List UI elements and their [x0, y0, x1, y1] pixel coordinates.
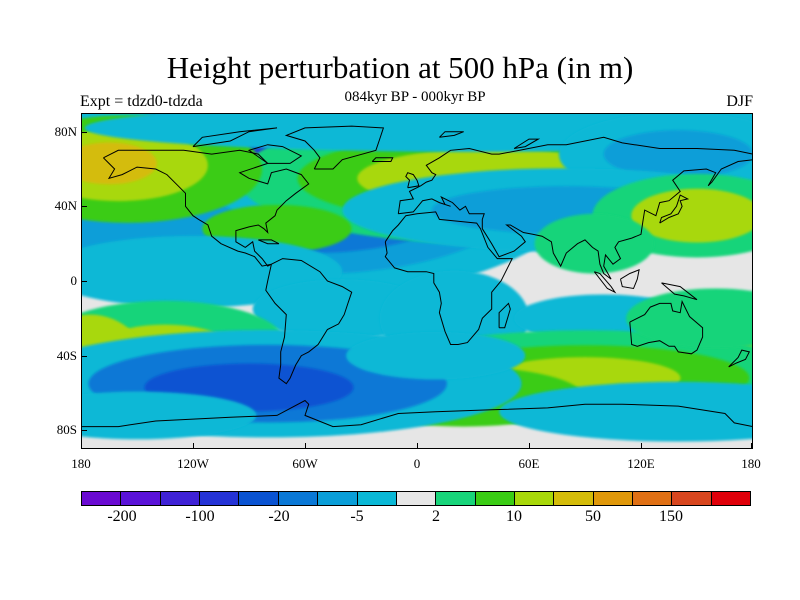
- longitude-tick-mark: [529, 443, 530, 449]
- colorbar-box: [633, 492, 673, 505]
- colorbar-tick-label: 2: [432, 508, 440, 525]
- coastline: [498, 302, 511, 329]
- contour-fields: [81, 113, 753, 442]
- colorbar-tick-label: -200: [107, 508, 137, 525]
- coastline: [439, 131, 464, 138]
- colorbar-box: [711, 492, 751, 505]
- colorbar-box: [318, 492, 358, 505]
- colorbar-box: [239, 492, 279, 505]
- contour-blob: [534, 213, 655, 274]
- contour-blob: [81, 391, 257, 440]
- colorbar-box: [160, 492, 201, 505]
- coastline: [659, 194, 690, 224]
- plot-subtitle: 084kyr BP - 000kyr BP: [344, 89, 486, 105]
- colorbar-box: [396, 492, 437, 505]
- longitude-tick-label: 0: [413, 456, 421, 471]
- longitude-tick-label: 120W: [177, 456, 209, 471]
- latitude-tick-label: 40S: [56, 347, 77, 363]
- latitude-tick-label: 80S: [56, 422, 77, 438]
- colorbar: [81, 491, 751, 506]
- season-label: DJF: [726, 93, 753, 110]
- contour-map: [81, 113, 753, 449]
- colorbar-box: [200, 492, 240, 505]
- latitude-tick-mark: [81, 206, 87, 208]
- coastlines: [81, 125, 753, 428]
- latitude-tick-label: 40N: [54, 198, 77, 214]
- colorbar-box: [514, 492, 555, 505]
- longitude-tick-mark: [193, 443, 194, 449]
- coastline: [620, 268, 640, 290]
- coastline: [397, 136, 753, 280]
- contour-blob: [81, 142, 157, 185]
- coastline: [661, 282, 698, 301]
- contour-blob: [346, 331, 526, 380]
- colorbar-box: [554, 492, 594, 505]
- coastline: [629, 299, 704, 355]
- coastline: [371, 157, 394, 162]
- latitude-tick-label: 80N: [54, 123, 77, 139]
- coastline: [81, 399, 753, 428]
- longitude-tick-mark: [305, 443, 306, 449]
- colorbar-box: [278, 492, 319, 505]
- colorbar-tick-label: -20: [268, 508, 290, 525]
- coastline: [384, 211, 514, 345]
- latitude-tick-mark: [81, 131, 87, 133]
- longitude-tick-mark: [81, 443, 82, 449]
- coastline: [258, 239, 280, 245]
- coastline: [192, 127, 278, 148]
- colorbar-box: [121, 492, 161, 505]
- plot-title: Height perturbation at 500 hPa (in m): [166, 50, 634, 85]
- colorbar-tick-label: 50: [585, 508, 601, 525]
- coastline: [728, 349, 751, 368]
- colorbar-box: [672, 492, 712, 505]
- longitude-tick-label: 60W: [292, 456, 318, 471]
- longitude-tick-label: 180: [741, 456, 761, 471]
- colorbar-box: [436, 492, 476, 505]
- latitude-tick-mark: [81, 281, 87, 282]
- longitude-tick-mark: [641, 443, 642, 449]
- coastline: [284, 125, 385, 170]
- contour-blob: [626, 288, 753, 349]
- latitude-tick-mark: [81, 430, 87, 432]
- contour-map-svg: [81, 113, 753, 442]
- coastline: [247, 144, 303, 164]
- colorbar-box: [82, 492, 122, 505]
- colorbar-tick-label: 10: [506, 508, 522, 525]
- colorbar-box: [357, 492, 397, 505]
- colorbar-tick-label: -100: [185, 508, 215, 525]
- colorbar-tick-label: -5: [350, 508, 364, 525]
- contour-blob: [603, 130, 753, 178]
- coastline: [405, 172, 420, 189]
- latitude-tick-mark: [81, 355, 87, 357]
- colorbar-box: [475, 492, 515, 505]
- longitude-tick-label: 120E: [627, 456, 655, 471]
- longitude-tick-mark: [417, 443, 418, 449]
- latitude-tick-label: 0: [70, 273, 78, 288]
- longitude-tick-mark: [751, 443, 752, 449]
- contour-blob: [499, 381, 753, 442]
- experiment-label: Expt = tdzd0-tdzda: [80, 93, 203, 110]
- coastline: [513, 138, 541, 149]
- coastline: [103, 149, 310, 267]
- colorbar-tick-label: 150: [659, 508, 683, 525]
- longitude-tick-label: 60E: [518, 456, 540, 471]
- coastline: [593, 271, 617, 294]
- coastline: [265, 258, 353, 385]
- colorbar-box: [593, 492, 634, 505]
- longitude-tick-label: 180: [71, 456, 91, 471]
